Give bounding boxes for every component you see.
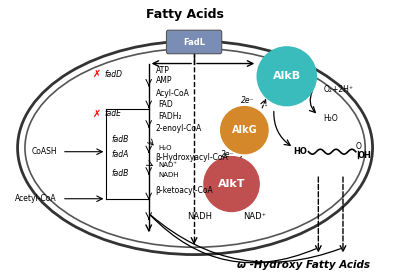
Text: AlkB: AlkB <box>273 71 301 81</box>
Text: Acyl-CoA: Acyl-CoA <box>156 89 190 98</box>
Text: 2e⁻: 2e⁻ <box>240 96 254 105</box>
FancyBboxPatch shape <box>166 30 222 54</box>
Text: FadL: FadL <box>183 39 205 48</box>
Circle shape <box>257 47 316 106</box>
Text: fadD: fadD <box>104 70 122 79</box>
Text: HO: HO <box>294 147 308 156</box>
Text: ✗: ✗ <box>93 69 101 79</box>
Text: Fatty Acids: Fatty Acids <box>146 8 224 21</box>
Text: 2e⁻: 2e⁻ <box>221 150 234 159</box>
Text: ω -Hydroxy Fatty Acids: ω -Hydroxy Fatty Acids <box>237 260 370 270</box>
Text: H₂O: H₂O <box>158 145 172 151</box>
Text: Acetyl-CoA: Acetyl-CoA <box>15 194 57 203</box>
Text: AMP: AMP <box>156 76 172 85</box>
Text: β-ketoacyl-CoA: β-ketoacyl-CoA <box>156 186 213 196</box>
Text: ATP: ATP <box>156 66 170 75</box>
Text: NAD⁺: NAD⁺ <box>243 212 266 221</box>
Text: FAD: FAD <box>158 100 173 109</box>
Text: NADH: NADH <box>188 212 212 221</box>
Text: fadB: fadB <box>112 169 129 178</box>
Text: H₂O: H₂O <box>323 114 338 123</box>
Text: CoASH: CoASH <box>31 147 57 156</box>
Text: fadE: fadE <box>104 109 121 118</box>
Text: ✗: ✗ <box>93 109 101 119</box>
Text: O₂+2H⁺: O₂+2H⁺ <box>323 84 353 94</box>
Text: fadA: fadA <box>112 150 129 159</box>
Text: NAD⁺: NAD⁺ <box>158 163 178 168</box>
Circle shape <box>221 107 268 154</box>
Text: FADH₂: FADH₂ <box>158 112 182 121</box>
Text: O: O <box>356 142 362 151</box>
Circle shape <box>204 156 259 211</box>
Text: NADH: NADH <box>158 172 179 178</box>
Text: AlkG: AlkG <box>232 125 257 135</box>
Text: OH: OH <box>358 151 372 160</box>
Text: AlkT: AlkT <box>218 179 245 189</box>
Text: fadB: fadB <box>112 136 129 144</box>
Text: 2-enoyl-CoA: 2-enoyl-CoA <box>156 124 202 133</box>
Text: β-Hydroxyacyl-CoA: β-Hydroxyacyl-CoA <box>156 153 228 162</box>
